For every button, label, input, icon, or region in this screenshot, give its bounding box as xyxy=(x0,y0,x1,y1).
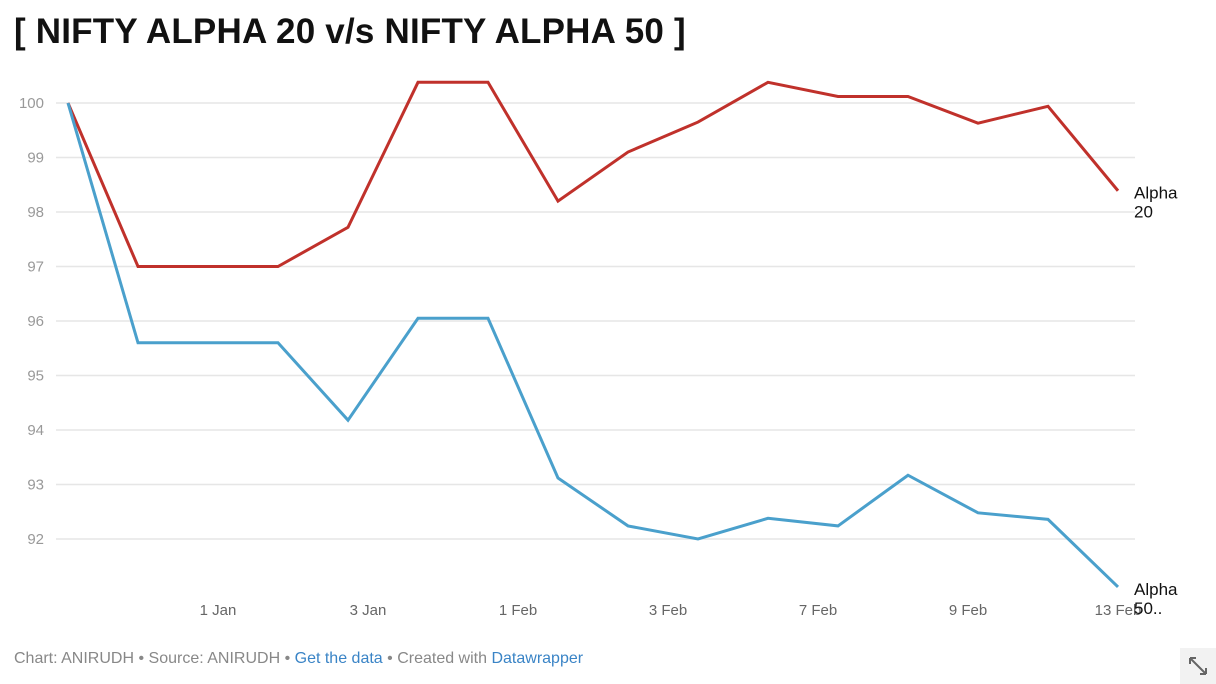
created-with-text: Created with xyxy=(397,650,488,667)
line-chart: 100 99 98 97 96 95 94 93 92 1 Jan 3 Jan 1 Feb 3 Feb… xyxy=(19,80,1178,619)
y-tick-label: 93 xyxy=(27,477,44,494)
y-tick-label: 94 xyxy=(27,422,44,439)
x-tick-label: 1 Jan xyxy=(200,602,237,619)
series-label: Alpha 50.. xyxy=(1134,580,1178,618)
y-tick-label: 97 xyxy=(27,259,44,276)
get-the-data-link[interactable]: Get the data xyxy=(294,650,383,667)
y-tick-label: 98 xyxy=(27,204,44,221)
series-line-alpha-20 xyxy=(66,80,1120,268)
x-tick-label: 9 Feb xyxy=(949,602,987,619)
separator: • xyxy=(280,650,295,667)
gridlines xyxy=(56,102,1135,540)
series-line-alpha-50 xyxy=(66,102,1120,589)
datawrapper-link[interactable]: Datawrapper xyxy=(491,650,584,667)
x-axis-ticks: 1 Jan 3 Jan 1 Feb 3 Feb 7 Feb 9 Feb 13 Feb xyxy=(200,602,1142,619)
y-tick-label: 96 xyxy=(27,313,44,330)
series-label: Alpha 20 xyxy=(1134,184,1178,222)
expand-diagonal-arrows-icon xyxy=(1189,657,1207,675)
x-tick-label: 7 Feb xyxy=(799,602,837,619)
x-tick-label: 1 Feb xyxy=(499,602,537,619)
series-labels: Alpha 20 Alpha 50.. xyxy=(1134,184,1178,618)
separator: • xyxy=(382,650,398,667)
y-tick-label: 100 xyxy=(19,95,44,112)
x-tick-label: 3 Feb xyxy=(649,602,687,619)
chart-credit: Chart: ANIRUDH xyxy=(14,650,135,667)
chart-title: [ NIFTY ALPHA 20 v/s NIFTY ALPHA 50 ] xyxy=(14,12,686,51)
series-lines xyxy=(66,80,1120,589)
x-tick-label: 13 Feb xyxy=(1095,602,1142,619)
chart-footer: Chart: ANIRUDH • Source: ANIRUDH • Get t… xyxy=(14,650,583,668)
separator: • xyxy=(134,650,149,667)
y-tick-label: 99 xyxy=(27,150,44,167)
fullscreen-button[interactable] xyxy=(1180,648,1216,684)
y-axis-ticks: 100 99 98 97 96 95 94 93 92 xyxy=(19,95,44,548)
source-credit: Source: ANIRUDH xyxy=(148,650,281,667)
x-tick-label: 3 Jan xyxy=(350,602,387,619)
y-tick-label: 92 xyxy=(27,531,44,548)
y-tick-label: 95 xyxy=(27,368,44,385)
